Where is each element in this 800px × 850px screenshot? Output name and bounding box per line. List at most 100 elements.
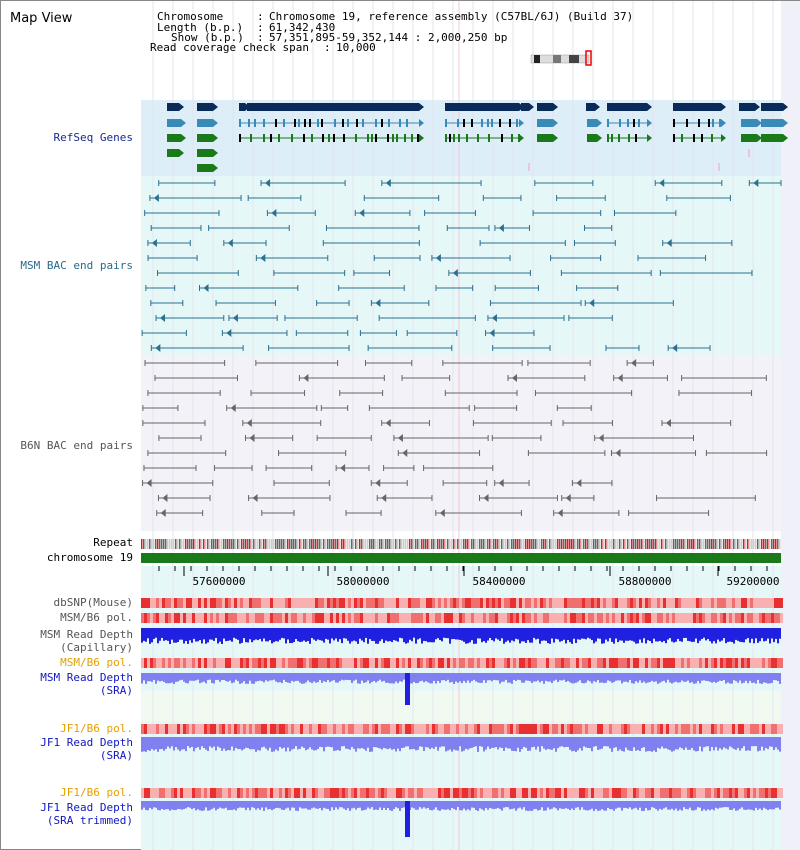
- jf1-pol2-cell: [159, 788, 162, 798]
- jf1-sra-depth-bar: [627, 737, 629, 751]
- msm-sra-depth-bar: [491, 673, 493, 682]
- track-label-jf1-b6-pol-1[interactable]: JF1/B6 pol.: [60, 722, 133, 735]
- jf1-pol-cell: [153, 724, 156, 734]
- jf1-trim-depth-bar: [571, 801, 573, 809]
- msm-pol-cell: [552, 613, 555, 623]
- jf1-pol-cell: [744, 724, 747, 734]
- track-label-chromosome[interactable]: chromosome 19: [46, 551, 133, 564]
- msm-pol2-cell: [471, 658, 474, 668]
- repeat-element: [567, 539, 569, 549]
- jf1-trim-depth-bar: [537, 801, 539, 811]
- msm-sra-depth-bar: [507, 673, 509, 683]
- msm-sra-depth-bar: [565, 673, 567, 682]
- msm-cap-depth-bar: [393, 628, 395, 641]
- msm-cap-depth-bar: [425, 628, 427, 642]
- dbsnp-cell: [477, 598, 480, 608]
- repeat-element: [145, 539, 147, 549]
- jf1-pol2-cell: [432, 788, 435, 798]
- dbsnp-cell: [696, 598, 699, 608]
- jf1-pol-cell: [372, 724, 375, 734]
- dbsnp-cell: [648, 598, 651, 608]
- jf1-pol2-cell: [273, 788, 276, 798]
- jf1-pol2-cell: [576, 788, 579, 798]
- jf1-pol-cell: [156, 724, 159, 734]
- track-label-refseq[interactable]: RefSeq Genes: [53, 131, 133, 144]
- jf1-trim-depth-bar: [751, 801, 753, 810]
- jf1-trim-depth-bar: [309, 801, 311, 810]
- dbsnp-cell: [774, 598, 777, 608]
- msm-cap-depth-bar: [327, 628, 329, 640]
- msm-cap-depth-bar: [677, 628, 679, 640]
- track-label-dbsnp[interactable]: dbSNP(Mouse): [53, 596, 133, 609]
- jf1-trim-depth-bar: [417, 801, 419, 810]
- dbsnp-cell: [336, 598, 339, 608]
- track-label-repeat[interactable]: Repeat: [93, 536, 133, 549]
- msm-sra-depth-bar: [553, 673, 555, 681]
- msm-pol2-cell: [480, 658, 483, 668]
- msm-cap-depth-bar: [573, 628, 575, 639]
- gene-exon: [239, 119, 241, 127]
- dbsnp-cell: [432, 598, 435, 608]
- track-label-msm-depth-capillary[interactable]: MSM Read Depth: [40, 628, 133, 641]
- jf1-sra-depth-bar: [429, 737, 431, 750]
- gene-exon: [701, 134, 703, 142]
- jf1-pol-cell: [567, 724, 570, 734]
- msm-cap-depth-bar: [147, 628, 149, 639]
- jf1-trim-depth-bar: [777, 801, 779, 808]
- track-label-jf1-depth-sra[interactable]: JF1 Read Depth: [40, 736, 133, 749]
- msm-cap-depth-bar: [183, 628, 185, 644]
- jf1-sra-depth-bar: [167, 737, 169, 747]
- jf1-pol-cell: [219, 724, 222, 734]
- track-label-msm-bac[interactable]: MSM BAC end pairs: [20, 259, 133, 272]
- jf1-sra-depth-bar: [291, 737, 293, 750]
- jf1-pol2-cell: [153, 788, 156, 798]
- jf1-sra-depth-bar: [689, 737, 691, 750]
- track-label-b6n-bac[interactable]: B6N BAC end pairs: [20, 439, 133, 452]
- dbsnp-cell: [729, 598, 732, 608]
- repeat-element: [619, 539, 621, 549]
- gene-exon: [627, 119, 629, 127]
- track-label-msm-b6-pol-1[interactable]: MSM/B6 pol.: [60, 611, 133, 624]
- repeat-element: [465, 539, 467, 549]
- msm-cap-depth-bar: [747, 628, 749, 639]
- jf1-pol-cell: [366, 724, 369, 734]
- track-label-jf1-b6-pol-2[interactable]: JF1/B6 pol.: [60, 786, 133, 799]
- jf1-pol2-cell: [294, 788, 297, 798]
- jf1-sra-depth-bar: [707, 737, 709, 747]
- msm-sra-depth-bar: [335, 673, 337, 683]
- gene-exon: [356, 119, 358, 127]
- msm-pol2-cell: [573, 658, 576, 668]
- msm-sra-depth-bar: [559, 673, 561, 681]
- jf1-pol-cell: [417, 724, 420, 734]
- jf1-pol-cell: [273, 724, 276, 734]
- msm-cap-depth-bar: [219, 628, 221, 642]
- jf1-trim-depth-bar: [259, 801, 261, 810]
- msm-bac-pair-arrow: [659, 179, 665, 187]
- jf1-pol-cell: [543, 724, 546, 734]
- jf1-trim-depth-bar: [535, 801, 537, 809]
- msm-pol-cell: [480, 613, 483, 623]
- b6n-bac-pair-arrow: [598, 434, 604, 442]
- msm-sra-depth-bar: [771, 673, 773, 683]
- msm-cap-depth-bar: [407, 628, 409, 643]
- msm-pol2-cell: [585, 658, 588, 668]
- msm-sra-depth-bar: [271, 673, 273, 681]
- msm-sra-depth-bar: [403, 673, 405, 680]
- msm-cap-depth-bar: [699, 628, 701, 641]
- jf1-pol2-cell: [312, 788, 315, 798]
- jf1-sra-depth-bar: [449, 737, 451, 750]
- dbsnp-cell: [237, 598, 240, 608]
- dbsnp-cell: [294, 598, 297, 608]
- track-label-msm-b6-pol-2[interactable]: MSM/B6 pol.: [60, 656, 133, 669]
- jf1-sra-depth-bar: [603, 737, 605, 747]
- track-label-msm-depth-sra[interactable]: MSM Read Depth: [40, 671, 133, 684]
- repeat-element: [711, 539, 713, 549]
- track-label-jf1-depth-trimmed[interactable]: JF1 Read Depth: [40, 801, 133, 814]
- repeat-element: [527, 539, 529, 549]
- msm-cap-depth-bar: [587, 628, 589, 638]
- msm-cap-depth-bar: [627, 628, 629, 641]
- repeat-element: [451, 539, 453, 549]
- jf1-trim-depth-bar: [499, 801, 501, 809]
- repeat-element: [391, 539, 393, 549]
